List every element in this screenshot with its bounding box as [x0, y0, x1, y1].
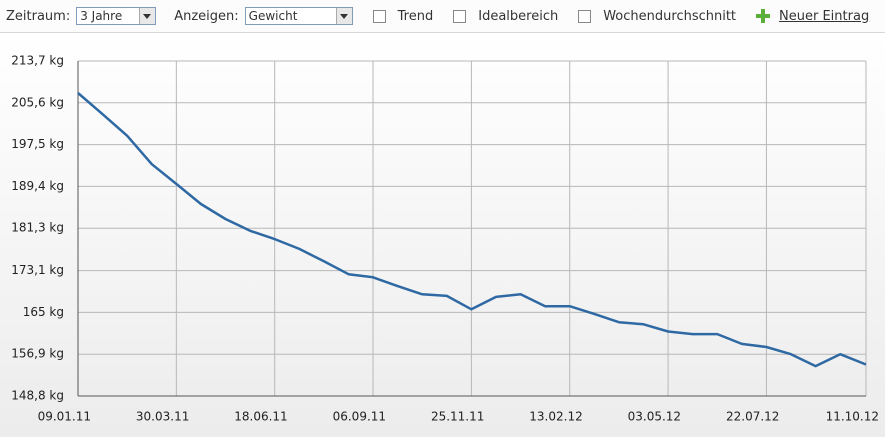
y-tick-label: 165 kg — [23, 305, 64, 319]
period-value: 3 Jahre — [80, 9, 123, 23]
checkbox-label: Trend — [397, 8, 434, 24]
y-tick-label: 148,8 kg — [11, 389, 64, 403]
plus-icon — [756, 9, 771, 23]
dropdown-arrow — [139, 8, 156, 24]
period-label: Zeitraum: — [6, 8, 71, 24]
new-entry-link[interactable]: Neuer Eintrag — [779, 8, 870, 24]
dropdown-arrow — [335, 8, 352, 24]
y-tick-label: 205,6 kg — [11, 95, 64, 109]
toolbar: Zeitraum: 3 Jahre Anzeigen: Gewicht Tren… — [0, 0, 885, 33]
checkbox[interactable] — [453, 9, 467, 23]
y-tick-label: 181,3 kg — [11, 221, 64, 235]
show-label: Anzeigen: — [174, 8, 239, 24]
period-select[interactable]: 3 Jahre — [76, 7, 157, 25]
y-tick-label: 213,7 kg — [11, 54, 64, 68]
x-tick-label: 09.01.11 — [38, 410, 91, 424]
y-tick-label: 189,4 kg — [11, 179, 64, 193]
x-tick-label: 30.03.11 — [136, 410, 189, 424]
checkbox[interactable] — [578, 9, 592, 23]
chart: 148,8 kg 156,9 kg 165 kg 173,1 kg 181,3 kg 18… — [0, 33, 885, 437]
chart-background — [0, 33, 885, 437]
x-tick-label: 11.10.12 — [826, 410, 879, 424]
y-tick-label: 156,9 kg — [11, 347, 64, 361]
checkbox-label: Wochendurchschnitt — [603, 8, 737, 24]
x-tick-label: 22.07.12 — [726, 410, 779, 424]
x-tick-label: 25.11.11 — [431, 410, 484, 424]
x-tick-label: 03.05.12 — [628, 410, 681, 424]
show-value: Gewicht — [248, 9, 298, 23]
weight-line — [77, 92, 867, 368]
x-tick-label: 06.09.11 — [333, 410, 386, 424]
x-tick-label: 13.02.12 — [529, 410, 582, 424]
checkbox-label: Idealbereich — [478, 8, 559, 24]
y-tick-label: 173,1 kg — [11, 263, 64, 277]
checkbox[interactable] — [372, 9, 386, 23]
x-tick-label: 18.06.11 — [234, 410, 287, 424]
show-select[interactable]: Gewicht — [244, 7, 353, 25]
y-tick-label: 197,5 kg — [11, 137, 64, 151]
